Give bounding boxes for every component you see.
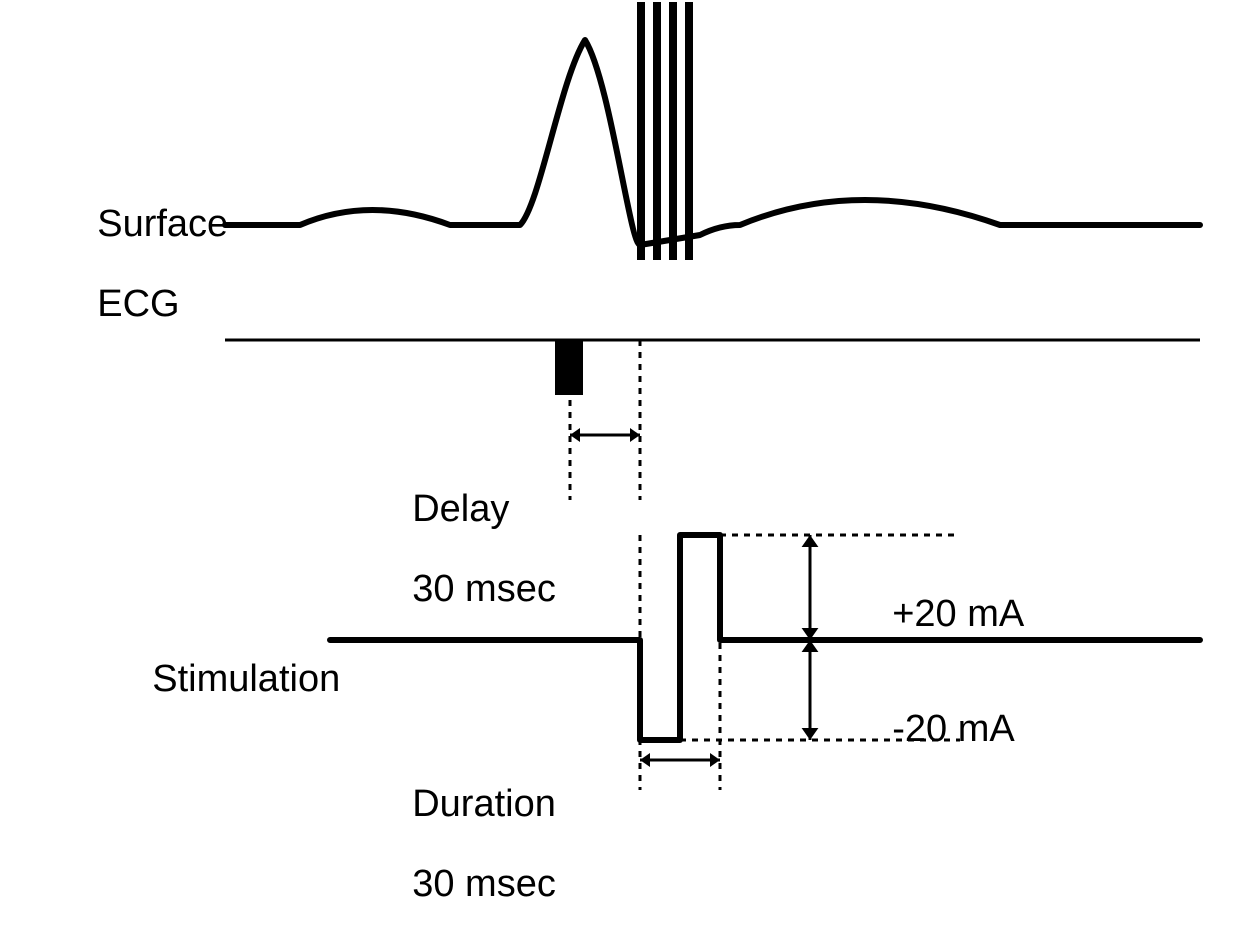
ecg-label: Surface ECG [55,165,228,364]
plus-amplitude-label: +20 mA [850,555,1024,675]
ecg-burst-spike [653,2,661,260]
duration-label: Duration 30 msec [370,745,556,944]
stimulation-label: Stimulation [110,620,340,740]
delay-label: Delay 30 msec [370,450,556,649]
ecg-trace [225,40,1200,245]
minus-amplitude-label: -20 mA [850,670,1015,790]
ecg-label-line2: ECG [97,283,179,325]
ecg-burst-spike [637,2,645,260]
ecg-burst-spike [685,2,693,260]
ecg-label-line1: Surface [97,203,228,245]
ecg-burst-spike [669,2,677,260]
